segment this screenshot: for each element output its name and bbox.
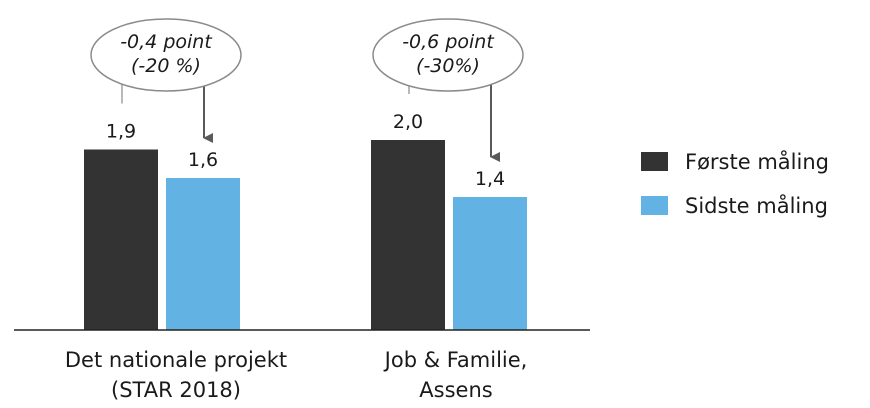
callout-text-1-1: (-30%) [416,55,480,77]
value-label-1-0: 1,6 [188,149,218,171]
bar-first-0 [84,149,158,330]
callout-text-0-0: -0,4 point [120,31,213,53]
bar-first-1 [371,140,445,330]
callout-text-1-0: -0,6 point [402,31,495,53]
bar-last-0 [166,178,240,330]
callout-text-0-1: (-20 %) [131,55,201,77]
value-label-0-0: 1,9 [106,121,136,143]
value-label-0-1: 2,0 [393,111,423,133]
category-label-1-1: Assens [419,378,492,402]
legend-swatch-1 [641,196,668,215]
category-label-0-1: (STAR 2018) [111,378,241,402]
bar-last-1 [453,197,527,330]
callout-ellipse-0 [90,18,242,92]
callout-ellipse-1 [372,18,524,92]
legend-label-0: Første måling [685,149,829,174]
legend-swatch-0 [641,152,668,171]
category-label-1-0: Job & Familie, [383,348,528,372]
value-label-1-1: 1,4 [475,168,505,190]
category-label-0-0: Det nationale projekt [65,348,287,372]
legend-label-1: Sidste måling [685,193,828,218]
